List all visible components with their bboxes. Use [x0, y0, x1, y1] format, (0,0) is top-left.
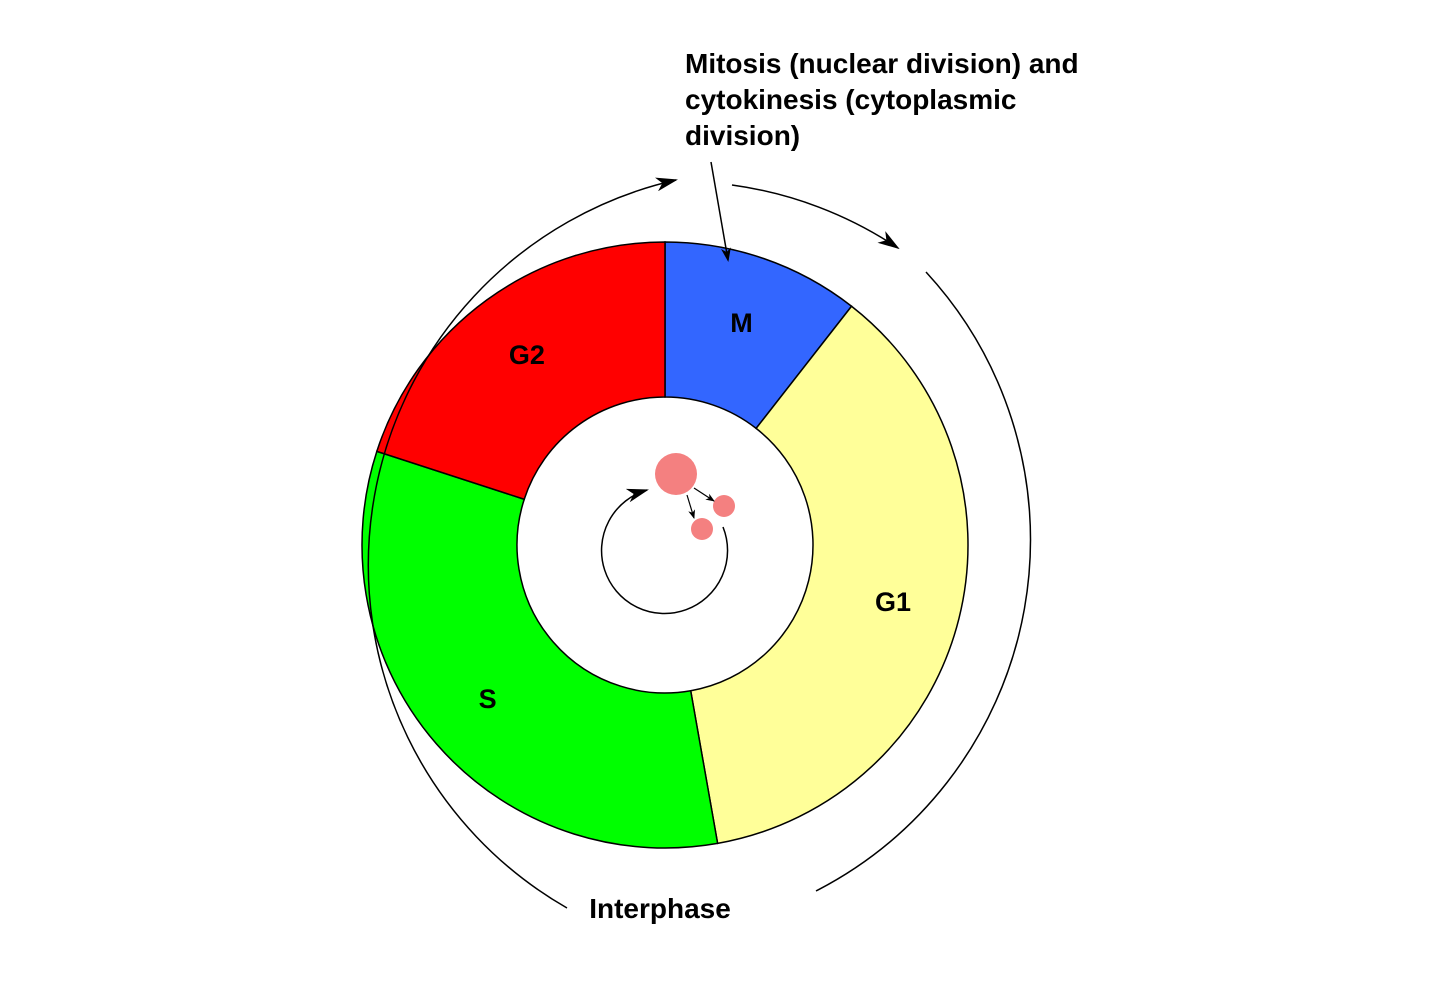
daughter-cell-right	[713, 495, 735, 517]
mitosis-caption: Mitosis (nuclear division) and cytokines…	[685, 46, 1155, 154]
outer-arc-left	[367, 177, 678, 909]
division-arrow-right	[693, 487, 715, 502]
interphase-label: Interphase	[589, 893, 731, 924]
segment-g1	[689, 305, 969, 845]
outer-arc-top-right	[731, 184, 900, 250]
parent-cell	[655, 453, 697, 495]
label-g2: G2	[509, 340, 545, 370]
label-m: M	[730, 308, 753, 338]
inner-cycle-arrow	[600, 488, 729, 615]
phase-labels: M G1 S G2	[479, 308, 911, 714]
caption-line-2: cytokinesis (cytoplasmic	[685, 84, 1017, 115]
cell-cycle-ring	[361, 241, 969, 849]
daughter-cell-left	[691, 518, 713, 540]
segment-s	[361, 450, 719, 849]
label-g1: G1	[875, 587, 911, 617]
caption-line-1: Mitosis (nuclear division) and	[685, 48, 1079, 79]
outer-arc-right	[815, 271, 1032, 892]
mitosis-pointer-arrow	[710, 161, 731, 262]
label-s: S	[479, 684, 497, 714]
caption-line-3: division)	[685, 120, 801, 151]
division-arrow-left	[686, 494, 696, 519]
